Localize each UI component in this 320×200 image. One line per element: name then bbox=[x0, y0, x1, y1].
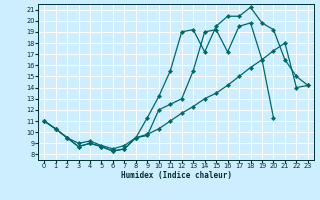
X-axis label: Humidex (Indice chaleur): Humidex (Indice chaleur) bbox=[121, 171, 231, 180]
